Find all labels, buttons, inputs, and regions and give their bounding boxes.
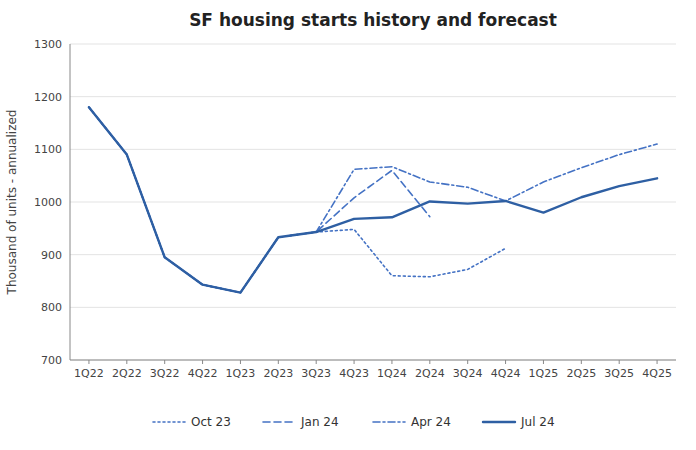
legend-label: Jan 24 [300,415,339,429]
x-tick [657,360,658,364]
x-tick-label: 2Q23 [263,367,293,380]
grid-line [70,149,676,150]
y-tick-label: 1300 [34,38,62,51]
legend-swatch [263,421,295,423]
chart: SF housing starts history and forecast Th… [0,0,696,450]
series-line [89,107,657,292]
x-tick [240,360,241,364]
x-tick-label: 1Q22 [74,367,104,380]
y-tick-label: 1200 [34,91,62,104]
grid-line [70,360,676,361]
x-tick-label: 1Q25 [529,367,559,380]
legend-swatch [373,421,405,423]
grid-line [70,202,676,203]
y-axis-line [70,44,71,360]
legend-label: Apr 24 [411,415,451,429]
x-tick [126,360,127,364]
x-tick-label: 1Q24 [377,367,407,380]
x-tick [429,360,430,364]
x-tick [581,360,582,364]
y-tick-label: 900 [41,249,62,262]
grid-line [70,254,676,255]
series-line [89,107,506,292]
series-line [89,107,657,292]
grid-line [70,44,676,45]
x-axis-line [70,360,676,361]
x-tick [88,360,89,364]
x-tick-label: 3Q25 [604,367,634,380]
grid [70,44,676,360]
x-tick [316,360,317,364]
x-tick [354,360,355,364]
legend-swatch [153,421,185,423]
grid-line [70,307,676,308]
x-tick-label: 4Q22 [188,367,218,380]
x-tick-label: 2Q24 [415,367,445,380]
x-tick [278,360,279,364]
x-tick [202,360,203,364]
lines [89,107,657,292]
y-tick-label: 1100 [34,143,62,156]
x-tick [164,360,165,364]
grid-line [70,96,676,97]
y-tick-label: 1000 [34,196,62,209]
legend-swatch [483,421,515,423]
legend-label: Oct 23 [191,415,231,429]
x-tick-label: 4Q25 [642,367,672,380]
x-tick [467,360,468,364]
legend-label: Jul 24 [520,415,555,429]
legend: Oct 23 Jan 24 Apr 24 Jul 24 [153,415,555,429]
x-tick-label: 1Q23 [226,367,256,380]
title: SF housing starts history and forecast [189,10,557,30]
x-tick-label: 2Q25 [566,367,596,380]
x-tick-label: 4Q23 [339,367,369,380]
x-tick [543,360,544,364]
x-tick [505,360,506,364]
x-tick-label: 3Q23 [301,367,331,380]
x-tick-label: 3Q22 [150,367,180,380]
y-tick-label: 800 [41,301,62,314]
x-tick-label: 2Q22 [112,367,142,380]
y-axis-label: Thousand of units - annualized [5,110,19,296]
x-tick [391,360,392,364]
x-tick [619,360,620,364]
x-tick-label: 3Q24 [453,367,483,380]
x-tick-label: 4Q24 [491,367,521,380]
y-tick-label: 700 [41,354,62,367]
